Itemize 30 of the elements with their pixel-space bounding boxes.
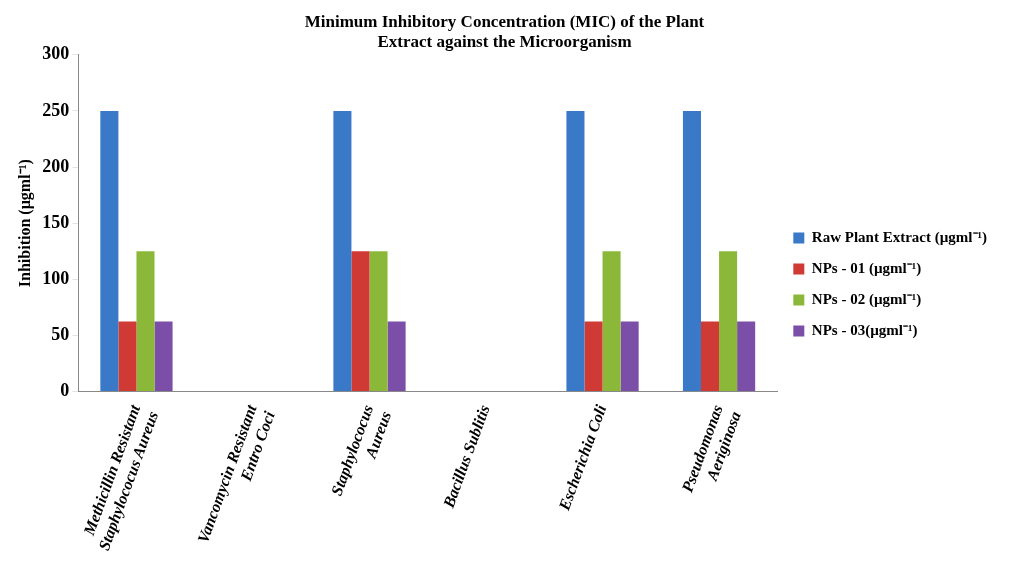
bar: [369, 251, 388, 392]
bar: [719, 251, 738, 392]
bar: [602, 251, 621, 392]
y-tick-label: 0: [60, 380, 70, 401]
bar: [700, 321, 720, 392]
bar: [737, 321, 756, 392]
x-tick-label: Bacillus Sublitis: [439, 402, 493, 511]
legend-label: NPs - 03(µgml⁻¹): [811, 321, 918, 339]
bar: [100, 110, 119, 392]
legend-label: Raw Plant Extract (µgml⁻¹): [811, 228, 987, 246]
y-tick-label: 300: [42, 43, 70, 64]
bar: [136, 251, 155, 392]
bar: [620, 321, 639, 392]
bar: [333, 110, 352, 392]
bar: [566, 110, 585, 392]
y-tick-label: 100: [42, 267, 70, 288]
y-tick-label: 250: [42, 99, 70, 120]
y-tick-label: 50: [51, 324, 70, 345]
legend-label: NPs - 01 (µgml⁻¹): [811, 259, 922, 277]
bar: [351, 251, 370, 392]
y-axis-title: Inhibition (µgml⁻¹): [15, 159, 34, 288]
bar: [584, 321, 603, 392]
y-tick-label: 150: [42, 211, 70, 232]
legend-label: NPs - 02 (µgml⁻¹): [811, 290, 922, 308]
bar: [154, 321, 173, 392]
chart-title: Minimum Inhibitory Concentration (MIC) of the Plant Extract against the Microorganism: [304, 11, 705, 51]
bar: [682, 110, 701, 392]
bar: [118, 321, 137, 392]
y-tick-label: 200: [42, 155, 70, 176]
bar: [387, 321, 406, 392]
